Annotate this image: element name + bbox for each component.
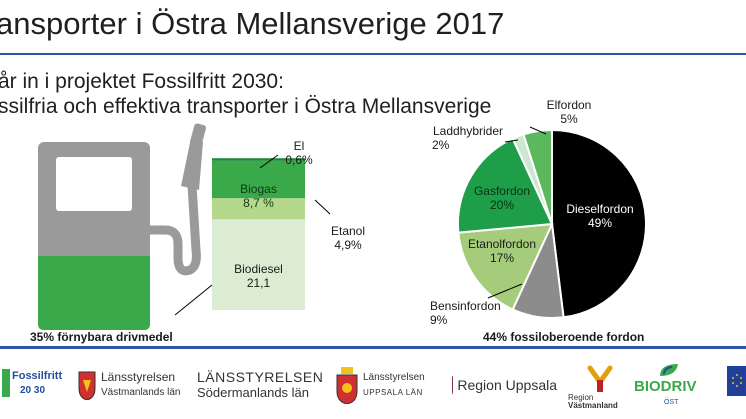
region-vastmanland-mark-icon bbox=[587, 365, 613, 392]
pie-slice-dieselfordon bbox=[551, 128, 647, 319]
gasfordon-label-value: 20% bbox=[489, 198, 515, 212]
fuel-stacked-bar bbox=[212, 158, 305, 310]
biodriv-leaf-icon bbox=[660, 364, 678, 376]
logo-region-uppsala: Region Uppsala bbox=[452, 360, 557, 410]
region-vastmanland-line1: Region bbox=[568, 393, 594, 402]
vastmanland-line1: Länsstyrelsen bbox=[101, 370, 176, 384]
el-leader-line bbox=[259, 154, 279, 169]
bar-segment-el bbox=[212, 158, 305, 161]
elfordon-label: Elfordon 5% bbox=[538, 98, 600, 126]
dieselfordon-label-value: 49% bbox=[587, 216, 613, 230]
gasfordon-label: Gasfordon 20% bbox=[462, 184, 542, 212]
fossilfritt-text: Fossilfritt bbox=[12, 370, 63, 382]
etanolfordon-label-name: Etanolfordon bbox=[467, 237, 537, 251]
fuel-chart-area bbox=[38, 123, 331, 330]
elfordon-leader-line bbox=[529, 126, 547, 135]
footer-divider bbox=[0, 346, 746, 349]
biogas-label-name: Biogas bbox=[240, 182, 277, 196]
bensinfordon-label-value: 9% bbox=[430, 313, 448, 327]
logo-lansstyrelsen-sodermanland: LÄNSSTYRELSEN Södermanlands län bbox=[192, 360, 323, 410]
region-vastmanland-line2: Västmanland bbox=[568, 401, 618, 410]
uppsala-line2: UPPSALA LÄN bbox=[363, 388, 423, 397]
etanol-label-name: Etanol bbox=[330, 224, 366, 238]
eu-flag-icon bbox=[727, 366, 746, 396]
uppsala-crest-icon bbox=[336, 367, 358, 404]
logo-biodriv-ost: BIODRIV ÖST bbox=[634, 360, 704, 410]
bensinfordon-leader-line bbox=[487, 283, 523, 299]
biogas-label: Biogas 8,7 % bbox=[212, 182, 305, 210]
vastmanland-crest-icon bbox=[78, 371, 96, 400]
intro-line-1: år in i projektet Fossilfritt 2030: bbox=[0, 70, 284, 93]
uppsala-line1: Länsstyrelsen bbox=[363, 372, 425, 383]
pie-slice-etanolfordon bbox=[457, 222, 554, 311]
logo-lansstyrelsen-vastmanland: Länsstyrelsen Västmanlands län bbox=[78, 360, 183, 410]
etanolfordon-label-value: 17% bbox=[489, 251, 515, 265]
bar-segment-etanol bbox=[212, 198, 305, 220]
sodermanland-line1: LÄNSSTYRELSEN bbox=[197, 369, 324, 385]
fuel-caption: 35% förnybara drivmedel bbox=[30, 330, 173, 344]
etanolfordon-label: Etanolfordon 17% bbox=[462, 237, 542, 265]
bar-segment-biogas bbox=[212, 160, 305, 199]
biodriv-text: BIODRIV bbox=[634, 378, 697, 395]
laddhybrider-label: Laddhybrider 2% bbox=[428, 124, 508, 152]
biodiesel-label: Biodiesel 21,1 bbox=[212, 262, 305, 290]
elfordon-label-name: Elfordon bbox=[546, 98, 592, 112]
intro-line-2: ssilfria och effektiva transporter i Öst… bbox=[0, 95, 492, 118]
logo-fossilfritt: Fossilfritt 20 30 bbox=[2, 360, 62, 410]
laddhybrider-label-value: 2% bbox=[432, 138, 450, 152]
biodiesel-label-name: Biodiesel bbox=[234, 262, 283, 276]
page-title: ansporter i Östra Mellansverige 2017 bbox=[0, 6, 505, 41]
bensinfordon-label: Bensinfordon 9% bbox=[430, 299, 514, 327]
laddhybrider-leader-line bbox=[504, 139, 519, 143]
biodriv-ost-text: ÖST bbox=[664, 399, 679, 406]
el-label-value: 0,6% bbox=[285, 153, 313, 167]
fuel-pump-icon bbox=[38, 123, 206, 330]
etanol-label: Etanol 4,9% bbox=[318, 224, 378, 252]
pie-slice-gasfordon bbox=[457, 137, 554, 234]
elfordon-label-value: 5% bbox=[560, 112, 578, 126]
logo-lansstyrelsen-uppsala: Länsstyrelsen UPPSALA LÄN bbox=[336, 360, 426, 410]
etanol-label-value: 4,9% bbox=[334, 238, 362, 252]
sodermanland-line2: Södermanlands län bbox=[197, 385, 310, 400]
pie-slice-elfordon bbox=[522, 128, 553, 225]
el-label-name: El bbox=[293, 139, 305, 153]
region-uppsala-text: Region Uppsala bbox=[457, 376, 557, 393]
biodiesel-label-value: 21,1 bbox=[246, 276, 271, 290]
biogas-label-value: 8,7 % bbox=[243, 196, 274, 210]
vehicle-pie-chart bbox=[457, 126, 647, 319]
laddhybrider-label-name: Laddhybrider bbox=[432, 124, 504, 138]
fossilfritt-year: 20 30 bbox=[20, 385, 46, 396]
region-uppsala-mark-icon bbox=[452, 374, 454, 396]
dieselfordon-label-name: Dieselfordon bbox=[566, 202, 634, 216]
bensinfordon-label-name: Bensinfordon bbox=[430, 299, 501, 313]
title-divider bbox=[0, 53, 746, 55]
biodiesel-leader-line bbox=[174, 284, 213, 316]
etanol-leader-line bbox=[314, 199, 331, 215]
logo-region-vastmanland: Region Västmanland bbox=[568, 360, 623, 410]
gasfordon-label-name: Gasfordon bbox=[473, 184, 531, 198]
bar-segment-biodiesel bbox=[212, 219, 305, 310]
eu-stars-icon bbox=[732, 374, 742, 387]
el-label: El 0,6% bbox=[274, 139, 324, 167]
vastmanland-line2: Västmanlands län bbox=[101, 387, 181, 398]
dieselfordon-label: Dieselfordon 49% bbox=[555, 202, 645, 230]
vehicle-caption: 44% fossiloberoende fordon bbox=[483, 330, 645, 344]
fossilfritt-mark-icon bbox=[2, 369, 10, 397]
